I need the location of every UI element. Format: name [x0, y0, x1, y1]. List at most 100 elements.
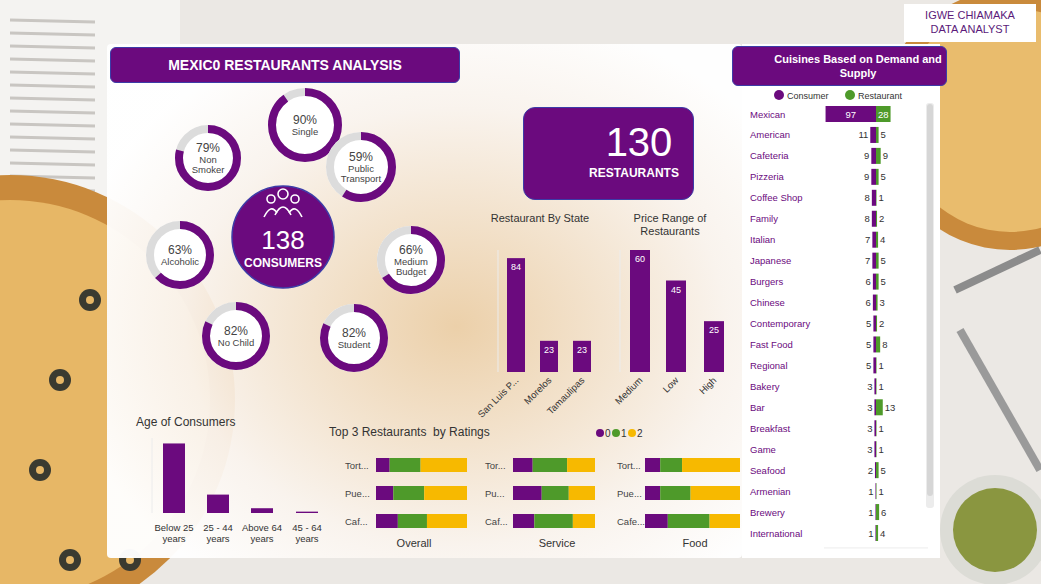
donut-text: 82%Student — [324, 320, 384, 356]
bar — [163, 443, 185, 513]
tick-label: Caf... — [485, 516, 508, 527]
data-label: 1 — [879, 444, 884, 455]
data-label: 5 — [881, 129, 886, 140]
tick-label: Medium — [613, 375, 645, 407]
people-icon — [264, 189, 302, 217]
data-label: 11 — [858, 129, 868, 140]
author-name: IGWE CHIAMAKA — [904, 9, 1036, 21]
donut-value: 66% — [399, 244, 423, 257]
bar — [666, 281, 686, 373]
tick-label: Tort... — [345, 460, 369, 471]
tick-label: Contemporary — [750, 318, 810, 329]
chart-title: Age of Consumers — [136, 416, 276, 429]
bar — [296, 512, 318, 513]
donut-text: 66%Medium Budget — [381, 242, 441, 278]
tick-label: Bar — [750, 402, 765, 413]
data-label: 9 — [883, 150, 888, 161]
donut-face — [326, 132, 396, 202]
bar-segment — [376, 458, 390, 472]
bar — [876, 441, 878, 457]
tick-label: Above 64 years — [236, 522, 288, 544]
bar-segment — [710, 514, 740, 528]
bars — [645, 458, 740, 528]
donut-face — [202, 302, 270, 370]
newspaper-line — [10, 150, 95, 152]
donut-track — [272, 92, 338, 158]
bar — [873, 357, 876, 373]
bar-segment — [393, 486, 424, 500]
tongs — [960, 330, 1040, 470]
consumers-value: 138 — [233, 226, 333, 254]
data-label: 2 — [879, 213, 884, 224]
tick-label: Game — [750, 444, 776, 455]
olive-hole — [36, 466, 44, 474]
bar-segment — [421, 458, 467, 472]
bar — [876, 420, 878, 436]
data-label: 3 — [867, 381, 872, 392]
legend-dot — [596, 429, 604, 437]
bar — [876, 274, 879, 290]
tick-label: Tort... — [617, 460, 641, 471]
bar — [876, 357, 878, 373]
cuisine-header: Cuisines Based on Demand and Supply — [732, 46, 947, 86]
axis-line — [498, 250, 499, 372]
bar — [873, 295, 876, 311]
tongs — [955, 250, 1040, 290]
donut-text: 59%Public Transport — [331, 149, 391, 185]
dashboard: 84San Luis P...23Morelos23Tamaulipas60Me… — [0, 0, 1041, 584]
bar — [873, 274, 876, 290]
bar — [876, 504, 879, 520]
tick-label: Cafeteria — [750, 150, 789, 161]
bar — [207, 495, 229, 513]
bar — [873, 316, 876, 332]
bar — [826, 106, 876, 122]
tick-label: International — [750, 528, 802, 539]
bar — [876, 127, 879, 143]
bars — [826, 106, 891, 541]
bar — [876, 483, 878, 499]
bar — [870, 127, 876, 143]
tick-label: Pizzeria — [750, 171, 785, 182]
bar — [876, 336, 880, 352]
newspaper-line — [10, 137, 95, 139]
bar — [874, 420, 876, 436]
data-label: 45 — [671, 285, 681, 295]
donut-text: 63%Alcoholic — [150, 237, 210, 273]
legend-dot — [628, 429, 636, 437]
bar — [872, 190, 876, 206]
data-label: 23 — [544, 345, 554, 355]
newspaper-line — [10, 85, 95, 87]
data-label: 1 — [868, 507, 873, 518]
data-label: 1 — [879, 360, 884, 371]
data-label: 84 — [511, 262, 521, 272]
legend-label: Restaurant — [858, 91, 903, 101]
tick-label: Pu... — [485, 488, 505, 499]
tick-label: Family — [750, 213, 778, 224]
bar — [573, 341, 591, 372]
donut-track — [179, 129, 237, 187]
consumers-circle — [232, 186, 334, 288]
bar-segment — [645, 514, 668, 528]
data-label: 5 — [881, 276, 886, 287]
donut-value: 79% — [196, 142, 220, 155]
data-label: 5 — [881, 171, 886, 182]
chart-title: Top 3 Restaurants by Ratings — [329, 425, 549, 439]
donut-face — [175, 125, 241, 191]
bowl — [940, 475, 1041, 584]
donut-text: 82%No Child — [206, 318, 266, 354]
olive — [49, 369, 71, 391]
donut-track — [381, 230, 441, 290]
donut-track — [206, 306, 266, 366]
bar-segment — [513, 514, 534, 528]
data-label: 5 — [881, 465, 886, 476]
bar — [540, 341, 558, 372]
olive — [59, 549, 81, 571]
newspaper-line — [10, 46, 95, 48]
data-label: 8 — [882, 339, 887, 350]
bar — [876, 378, 878, 394]
olive — [79, 289, 101, 311]
bar-segment — [668, 514, 710, 528]
bar — [876, 399, 883, 415]
bar — [876, 211, 877, 227]
bar — [873, 336, 876, 352]
